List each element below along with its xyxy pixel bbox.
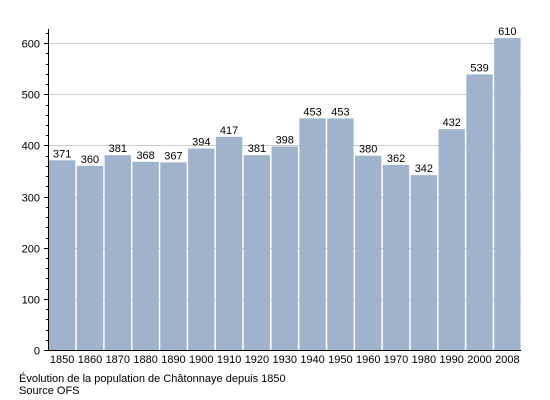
data-label-1980: 342	[415, 163, 433, 175]
x-tick-label-1980: 1980	[412, 354, 436, 366]
data-label-1900: 394	[192, 137, 210, 149]
x-tick-label-1910: 1910	[217, 354, 241, 366]
data-label-1920: 381	[248, 143, 266, 155]
x-tick-label-1870: 1870	[106, 354, 130, 366]
y-tick-label: 600	[22, 39, 40, 51]
bar-1910	[215, 136, 243, 350]
x-tick-label-1970: 1970	[384, 354, 408, 366]
data-label-1990: 432	[443, 117, 461, 129]
x-tick-label-1850: 1850	[50, 354, 74, 366]
bar-2008	[494, 38, 521, 351]
data-label-1950: 453	[331, 106, 349, 118]
y-tick-labels: 0 100 200 300 400 500 600	[22, 39, 40, 358]
data-label-1870: 381	[109, 143, 127, 155]
axes	[44, 29, 521, 351]
bars	[49, 38, 521, 351]
data-label-2000: 539	[470, 62, 488, 74]
data-label-1880: 368	[136, 150, 154, 162]
bar-1960	[355, 155, 382, 350]
data-label-1860: 360	[81, 154, 99, 166]
bar-1980	[410, 175, 438, 350]
chart-caption-source: Source OFS	[19, 385, 80, 397]
y-tick-label: 200	[22, 244, 40, 256]
data-label-1890: 367	[164, 150, 182, 162]
bar-1950	[327, 118, 354, 350]
bar-1930	[271, 146, 298, 350]
x-tick-label-1990: 1990	[439, 354, 463, 366]
bar-1990	[438, 129, 465, 350]
bar-1870	[104, 155, 131, 350]
bar-1920	[243, 155, 271, 350]
x-tick-label-1900: 1900	[189, 354, 213, 366]
data-label-2008: 610	[498, 26, 516, 38]
x-tick-label-2008: 2008	[495, 354, 519, 366]
y-tick-label: 500	[22, 90, 40, 102]
x-tick-label-1860: 1860	[78, 354, 102, 366]
bar-1900	[188, 148, 215, 350]
bar-1860	[76, 165, 104, 350]
x-tick-label-1940: 1940	[300, 354, 324, 366]
x-tick-label-1880: 1880	[133, 354, 157, 366]
x-tick-label-1950: 1950	[328, 354, 352, 366]
x-tick-label-1930: 1930	[273, 354, 297, 366]
x-tick-label-1890: 1890	[161, 354, 185, 366]
x-tick-labels: 1850 1860 1870 1880 1890 1900 1910 1920 1930 1940…	[50, 354, 520, 366]
data-label-1910: 417	[220, 125, 238, 137]
data-label-1940: 453	[303, 106, 321, 118]
bar-1880	[132, 161, 159, 350]
x-tick-label-1920: 1920	[245, 354, 269, 366]
bar-1850	[49, 160, 76, 350]
bar-1940	[299, 118, 326, 350]
y-tick-label: 400	[22, 141, 40, 153]
data-label-1850: 371	[53, 148, 71, 160]
y-tick-label: 100	[22, 295, 40, 307]
chart-caption-title: Évolution de la population de Châtonnaye…	[19, 373, 286, 385]
bar-1970	[382, 164, 410, 350]
x-tick-label-1960: 1960	[356, 354, 380, 366]
data-labels: 371 360 381 368 367 394 417 381 398 453 453 380 362 3…	[53, 26, 517, 175]
bar-2000	[466, 74, 493, 350]
data-label-1930: 398	[276, 135, 294, 147]
data-label-1960: 380	[359, 144, 377, 156]
y-axis-minor-ticks	[46, 33, 48, 341]
y-tick-label: 300	[22, 193, 40, 205]
data-label-1970: 362	[387, 153, 405, 165]
y-tick-label: 0	[34, 346, 40, 358]
x-tick-label-2000: 2000	[467, 354, 491, 366]
bar-1890	[160, 162, 187, 350]
